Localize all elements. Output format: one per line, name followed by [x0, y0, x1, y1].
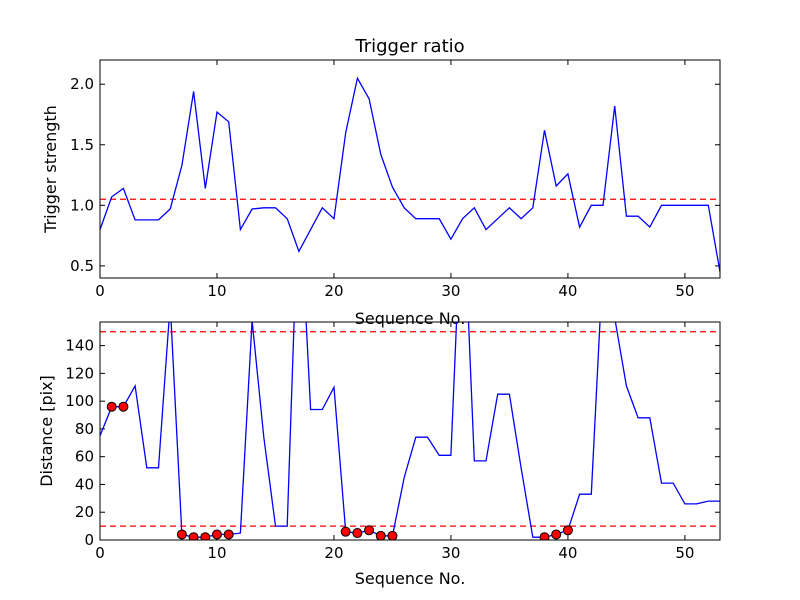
top-y-tick-label: 1.0 — [70, 196, 94, 214]
top-x-tick-label: 50 — [675, 282, 694, 300]
top-y-tick-label: 2.0 — [70, 75, 94, 93]
bottom-highlight-marker — [539, 532, 550, 540]
bottom-highlight-marker — [340, 526, 351, 537]
top-chart-title: Trigger ratio — [354, 36, 464, 57]
bottom-highlight-marker — [118, 401, 129, 412]
bottom-y-tick-label: 60 — [75, 448, 94, 466]
bottom-y-tick-label: 0 — [84, 531, 94, 549]
top-y-axis-label: Trigger strength — [41, 105, 60, 234]
top-axes-frame — [99, 59, 721, 279]
bottom-y-tick-label: 120 — [65, 364, 94, 382]
bottom-highlight-marker — [364, 525, 375, 536]
top-x-axis-label: Sequence No. — [355, 309, 466, 328]
top-x-tick-label: 0 — [95, 282, 105, 300]
bottom-highlight-marker — [223, 529, 234, 540]
bottom-highlight-marker — [551, 529, 562, 540]
top-subplot: Trigger ratio 0 10 20 30 40 50 0.5 1.0 1.5 2.0 Se… — [41, 36, 721, 328]
bottom-highlight-marker — [200, 532, 211, 540]
bottom-subplot: 0 10 20 30 40 50 0 20 40 60 80 100 120 140 Sequence N… — [37, 321, 721, 588]
bottom-highlight-marker — [375, 530, 386, 540]
top-x-tick-label: 40 — [558, 282, 577, 300]
bottom-y-axis-label: Distance [pix] — [37, 375, 56, 487]
bottom-y-tick-label: 80 — [75, 420, 94, 438]
bottom-x-tick-label: 50 — [675, 544, 694, 562]
bottom-plot-area — [100, 322, 720, 540]
top-y-tick-label: 1.5 — [70, 136, 94, 154]
bottom-axes-frame — [99, 321, 721, 541]
bottom-y-tick-label: 100 — [65, 392, 94, 410]
bottom-y-tick-label: 140 — [65, 337, 94, 355]
bottom-x-tick-label: 10 — [207, 544, 226, 562]
bottom-highlight-marker — [176, 529, 187, 540]
bottom-x-tick-label: 20 — [324, 544, 343, 562]
top-series-line — [100, 76, 720, 273]
bottom-y-tick-label: 20 — [75, 503, 94, 521]
top-x-tick-label: 20 — [324, 282, 343, 300]
bottom-highlight-marker — [188, 532, 199, 540]
bottom-highlight-marker — [387, 530, 398, 540]
bottom-x-tick-label: 0 — [95, 544, 105, 562]
top-x-tick-label: 10 — [207, 282, 226, 300]
top-axis-ticks: 0 10 20 30 40 50 0.5 1.0 1.5 2.0 — [70, 60, 720, 300]
top-x-tick-label: 30 — [441, 282, 460, 300]
bottom-highlight-marker — [562, 525, 573, 536]
top-y-tick-label: 0.5 — [70, 257, 94, 275]
bottom-y-tick-label: 40 — [75, 475, 94, 493]
bottom-highlight-marker — [352, 528, 363, 539]
bottom-axis-ticks: 0 10 20 30 40 50 0 20 40 60 80 100 120 140 — [65, 322, 720, 562]
bottom-highlight-marker — [106, 401, 117, 412]
bottom-x-tick-label: 40 — [558, 544, 577, 562]
bottom-x-axis-label: Sequence No. — [355, 569, 466, 588]
top-plot-area — [100, 76, 720, 273]
bottom-x-tick-label: 30 — [441, 544, 460, 562]
bottom-highlight-marker — [211, 529, 222, 540]
